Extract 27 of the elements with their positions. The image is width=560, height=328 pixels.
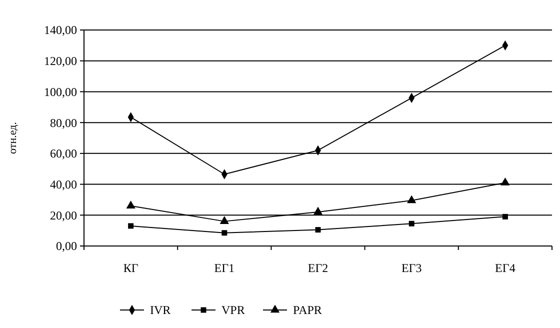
point	[126, 200, 136, 209]
y-tick-label: 20,00	[50, 208, 77, 222]
y-tick-label: 140,00	[44, 23, 77, 38]
y-tick-label: 100,00	[44, 84, 77, 99]
point	[315, 227, 321, 233]
x-tick-label: ЕГ1	[214, 261, 235, 275]
y-tick-label: 0,00	[56, 239, 77, 254]
point	[500, 177, 510, 186]
point	[222, 230, 228, 236]
legend-label: VPR	[222, 303, 245, 318]
legend-label: PAPR	[293, 303, 322, 318]
y-axis-title: отн.ед.	[7, 122, 19, 154]
y-tick-label: 120,00	[44, 54, 77, 68]
point	[502, 214, 508, 220]
x-tick-label: КГ	[123, 261, 138, 275]
point	[407, 195, 416, 204]
point	[313, 206, 323, 215]
point	[220, 216, 229, 224]
x-tick-label: ЕГ2	[308, 261, 328, 275]
y-tick-label: 80,00	[50, 116, 77, 130]
point	[408, 220, 414, 226]
y-tick-label: 60,00	[50, 146, 77, 161]
legend-label: IVR	[150, 303, 171, 318]
x-tick-label: ЕГ3	[401, 261, 422, 275]
x-tick-label: ЕГ4	[495, 261, 516, 275]
y-tick-label: 40,00	[50, 177, 77, 192]
point	[128, 223, 134, 229]
